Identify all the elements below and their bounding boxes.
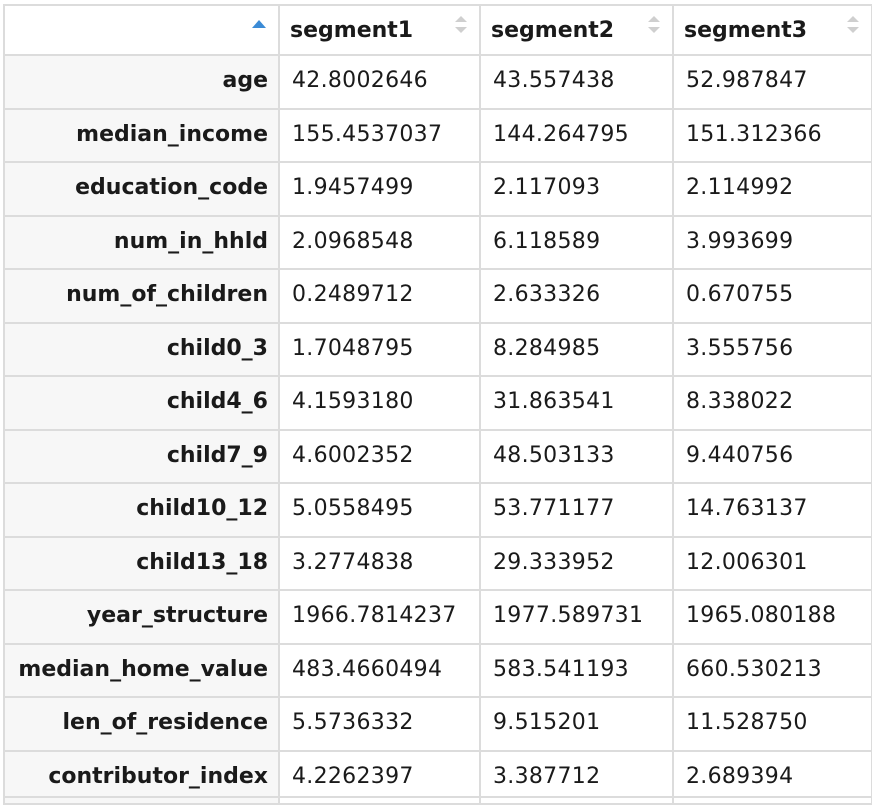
cell-segment1: 1.7048795 [278, 321, 481, 377]
cell-segment1: 42.8002646 [278, 54, 481, 110]
cell-segment3: 1965.080188 [672, 589, 872, 645]
row-label: child10_12 [3, 482, 280, 538]
cell-segment3: 14.763137 [672, 482, 872, 538]
cell-segment1: 3.2774838 [278, 535, 481, 591]
cell-segment3: 2.114992 [672, 161, 872, 217]
cell-segment1: 1.9457499 [278, 161, 481, 217]
cell-segment3: 8.338022 [672, 375, 872, 431]
row-label: num_in_hhld [3, 214, 280, 270]
header-segment1[interactable]: segment1 [278, 4, 481, 56]
cell-segment1: 0.2489712 [278, 268, 481, 324]
cell-segment3: 151.312366 [672, 107, 872, 163]
table-bottom-divider [3, 796, 871, 798]
row-label: child4_6 [3, 375, 280, 431]
sort-both-icon[interactable] [847, 14, 859, 36]
table-row: median_income 155.4537037 144.264795 151.31… [3, 107, 872, 163]
table-body: age 42.8002646 43.557438 52.987847 median_i… [3, 54, 872, 805]
cell-segment1: 155.4537037 [278, 107, 481, 163]
cell-segment2: 48.503133 [479, 428, 674, 484]
header-segment3[interactable]: segment3 [672, 4, 872, 56]
table-row: child0_3 1.7048795 8.284985 3.555756 [3, 321, 872, 377]
table-row: year_structure 1966.7814237 1977.589731 196… [3, 589, 872, 645]
table-row: contributor_index 4.2262397 3.387712 2.6893… [3, 749, 872, 805]
column-label: segment1 [290, 17, 414, 43]
cell-segment3: 12.006301 [672, 535, 872, 591]
cell-segment1: 4.2262397 [278, 749, 481, 805]
table-row: child7_9 4.6002352 48.503133 9.440756 [3, 428, 872, 484]
cell-segment1: 4.6002352 [278, 428, 481, 484]
cell-segment2: 2.117093 [479, 161, 674, 217]
row-label: median_income [3, 107, 280, 163]
row-label: child7_9 [3, 428, 280, 484]
sort-ascending-icon[interactable] [252, 20, 266, 28]
cell-segment3: 0.670755 [672, 268, 872, 324]
header-row: segment1 segment2 segment3 [3, 4, 872, 56]
header-rownames[interactable] [3, 4, 280, 56]
cell-segment3: 9.440756 [672, 428, 872, 484]
cell-segment2: 43.557438 [479, 54, 674, 110]
row-label: year_structure [3, 589, 280, 645]
cell-segment2: 3.387712 [479, 749, 674, 805]
cell-segment3: 11.528750 [672, 696, 872, 752]
row-label: median_home_value [3, 642, 280, 698]
column-label: segment3 [684, 17, 808, 43]
column-label: segment2 [491, 17, 615, 43]
cell-segment2: 9.515201 [479, 696, 674, 752]
sort-both-icon[interactable] [648, 14, 660, 36]
cell-segment2: 144.264795 [479, 107, 674, 163]
table-row: education_code 1.9457499 2.117093 2.114992 [3, 161, 872, 217]
table-header: segment1 segment2 segment3 [3, 4, 872, 56]
table-row: num_of_children 0.2489712 2.633326 0.670755 [3, 268, 872, 324]
table-row: child4_6 4.1593180 31.863541 8.338022 [3, 375, 872, 431]
header-segment2[interactable]: segment2 [479, 4, 674, 56]
table-row: age 42.8002646 43.557438 52.987847 [3, 54, 872, 110]
cell-segment1: 4.1593180 [278, 375, 481, 431]
table-row: median_home_value 483.4660494 583.541193 66… [3, 642, 872, 698]
table-row: child13_18 3.2774838 29.333952 12.006301 [3, 535, 872, 591]
cell-segment1: 1966.7814237 [278, 589, 481, 645]
cell-segment1: 483.4660494 [278, 642, 481, 698]
row-label: child13_18 [3, 535, 280, 591]
cell-segment3: 3.993699 [672, 214, 872, 270]
cell-segment2: 29.333952 [479, 535, 674, 591]
row-label: contributor_index [3, 749, 280, 805]
sort-both-icon[interactable] [455, 14, 467, 36]
table-row: num_in_hhld 2.0968548 6.118589 3.993699 [3, 214, 872, 270]
table-row: child10_12 5.0558495 53.771177 14.763137 [3, 482, 872, 538]
row-label: education_code [3, 161, 280, 217]
cell-segment2: 53.771177 [479, 482, 674, 538]
cell-segment2: 583.541193 [479, 642, 674, 698]
cell-segment2: 31.863541 [479, 375, 674, 431]
cell-segment2: 8.284985 [479, 321, 674, 377]
cell-segment2: 1977.589731 [479, 589, 674, 645]
cell-segment1: 2.0968548 [278, 214, 481, 270]
cell-segment2: 6.118589 [479, 214, 674, 270]
cell-segment2: 2.633326 [479, 268, 674, 324]
cell-segment1: 5.5736332 [278, 696, 481, 752]
row-label: child0_3 [3, 321, 280, 377]
row-label: len_of_residence [3, 696, 280, 752]
cell-segment3: 3.555756 [672, 321, 872, 377]
data-table: segment1 segment2 segment3 age 42.8002646… [3, 4, 872, 805]
cell-segment3: 660.530213 [672, 642, 872, 698]
cell-segment3: 2.689394 [672, 749, 872, 805]
table-row: len_of_residence 5.5736332 9.515201 11.5287… [3, 696, 872, 752]
cell-segment3: 52.987847 [672, 54, 872, 110]
cell-segment1: 5.0558495 [278, 482, 481, 538]
row-label: num_of_children [3, 268, 280, 324]
row-label: age [3, 54, 280, 110]
